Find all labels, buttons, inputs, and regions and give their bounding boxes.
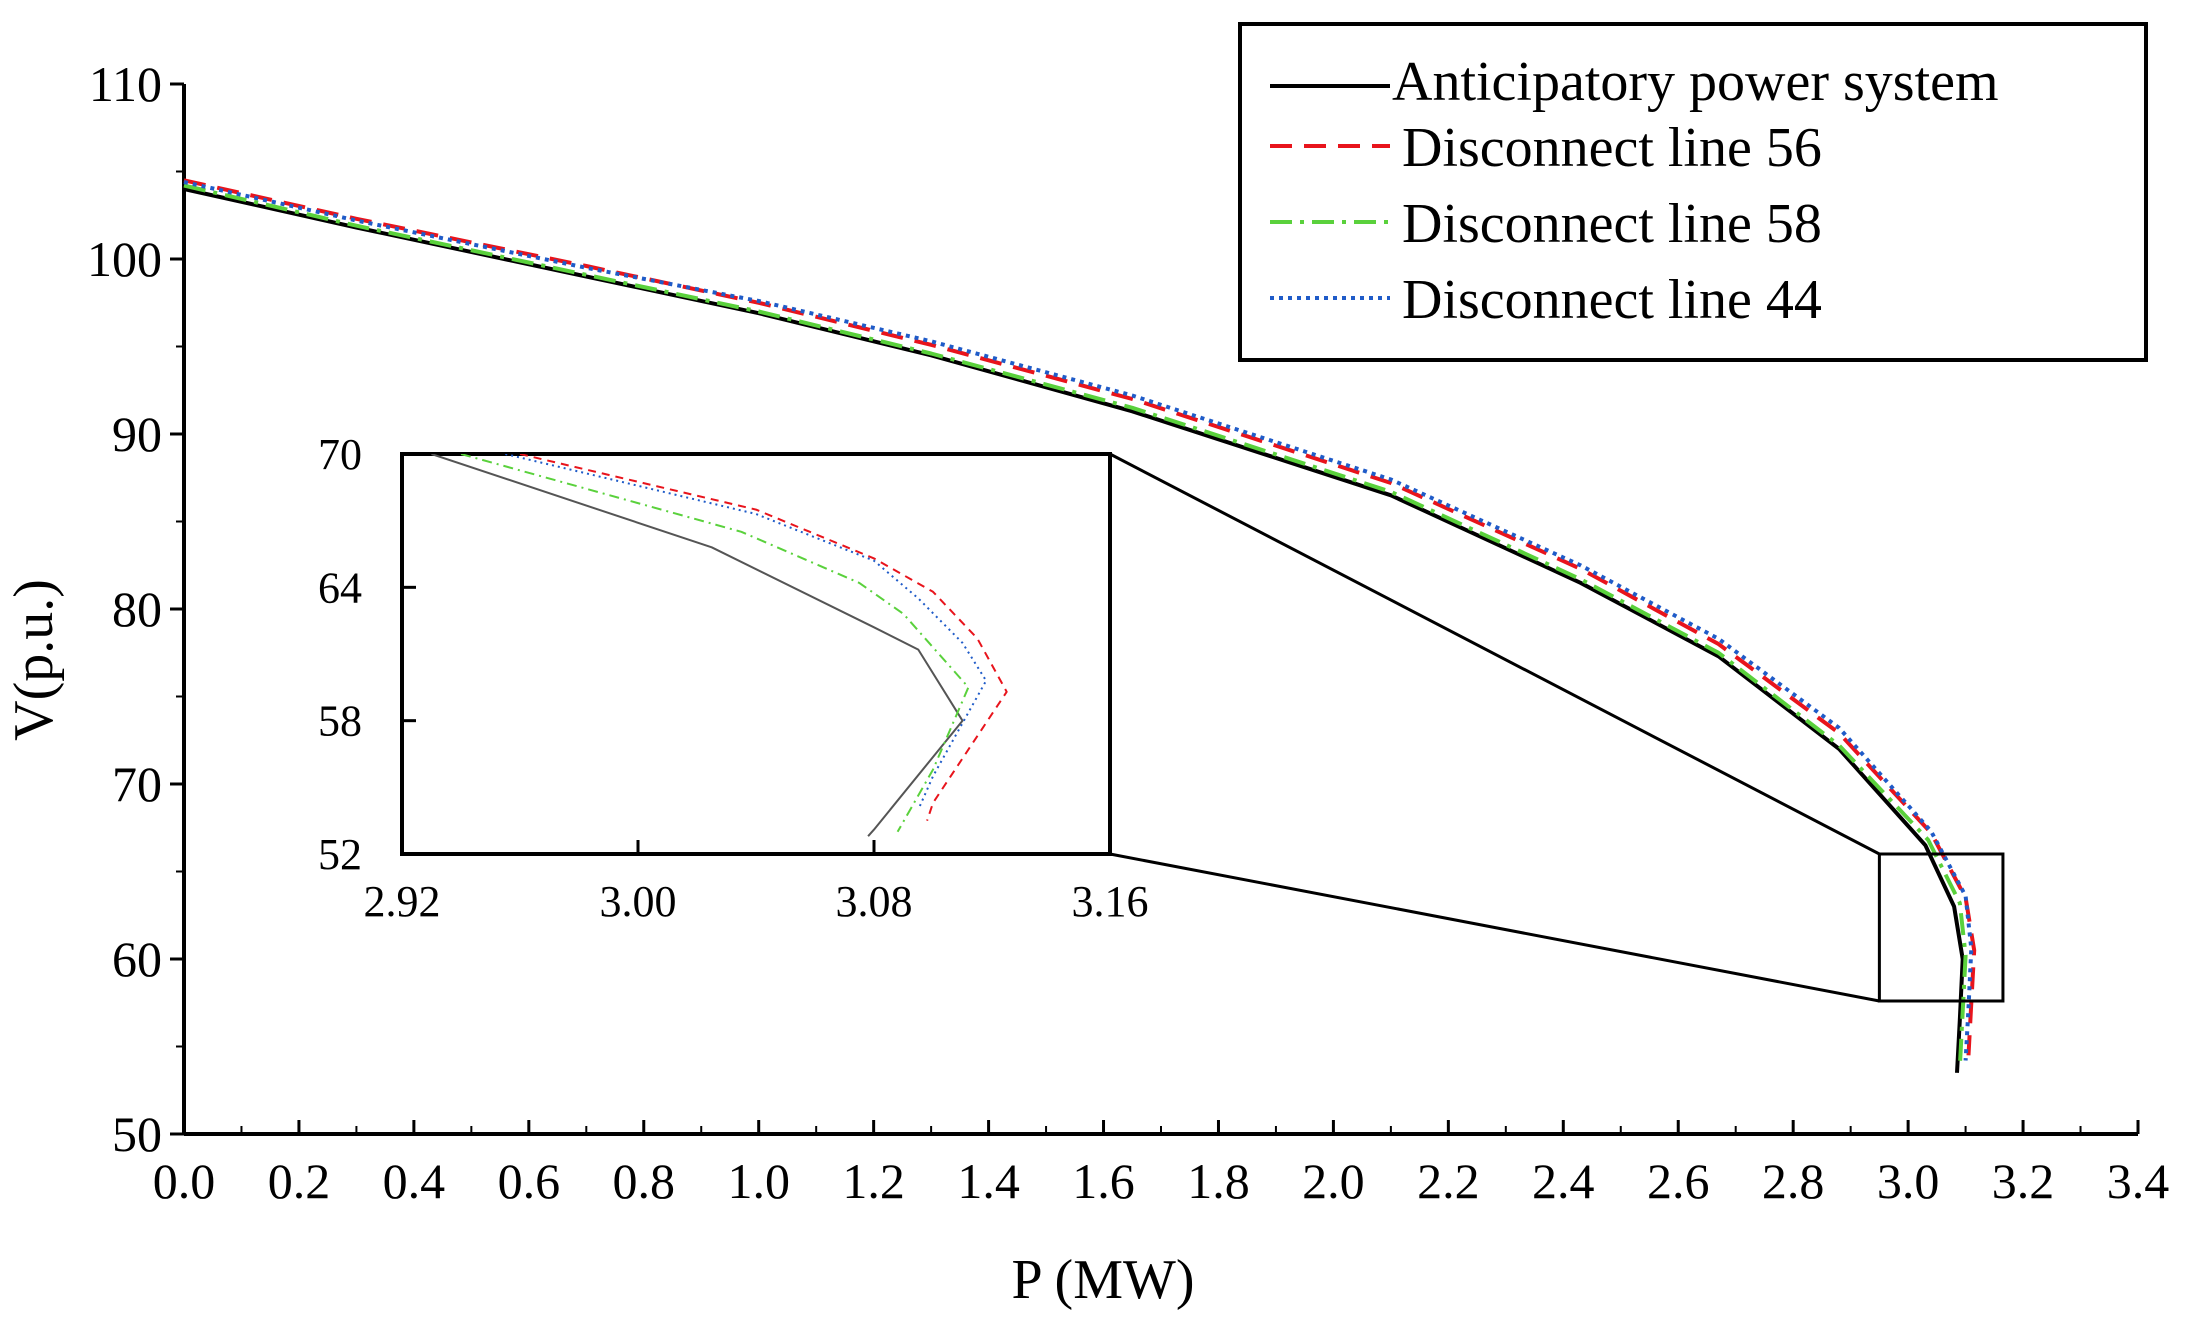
x-tick-label: 3.0 [1877, 1153, 1940, 1209]
zoom-connector-bottom [1109, 852, 1880, 1003]
x-tick-label: 1.0 [727, 1153, 790, 1209]
zoom-connector-group [1109, 452, 2005, 1003]
inset-x-tick-label: 3.16 [1072, 877, 1149, 926]
inset-plot-area: 2.92 3.00 3.08 3.16 52 58 64 70 [318, 430, 1149, 926]
y-tick-label: 110 [89, 56, 162, 112]
inset-series-group [431, 454, 1008, 837]
legend-label-line44: Disconnect line 44 [1402, 269, 1822, 331]
x-tick-label: 2.4 [1532, 1153, 1595, 1209]
x-tick-label: 0.6 [498, 1153, 561, 1209]
legend-label-line56: Disconnect line 56 [1402, 117, 1822, 179]
x-tick-label: 1.8 [1187, 1153, 1250, 1209]
x-tick-label: 3.2 [1992, 1153, 2055, 1209]
inset-y-tick-label: 52 [318, 830, 362, 879]
zoom-connector-top [1109, 452, 1881, 856]
inset-series-line-0 [431, 454, 964, 837]
inset-y-tick-label: 70 [318, 430, 362, 479]
x-tick-label: 1.4 [957, 1153, 1020, 1209]
x-tick-label: 1.6 [1072, 1153, 1135, 1209]
y-tick-label: 100 [87, 231, 162, 287]
y-tick-label: 70 [112, 756, 162, 812]
y-tick-label: 60 [112, 931, 162, 987]
x-tick-label: 3.4 [2107, 1153, 2170, 1209]
inset-y-tick-label: 64 [318, 563, 362, 612]
inset-series-line-1 [519, 454, 1008, 822]
y-tick-label: 80 [112, 581, 162, 637]
legend: Anticipatory power system Disconnect lin… [1238, 22, 2148, 362]
inset-series-line-2 [460, 454, 970, 833]
inset-frame [400, 452, 1112, 856]
legend-frame [1238, 22, 2148, 362]
x-tick-label: 1.2 [842, 1153, 905, 1209]
x-tick-label: 0.8 [613, 1153, 676, 1209]
x-axis-title: P (MW) [1011, 1249, 1194, 1311]
y-tick-label: 90 [112, 406, 162, 462]
y-axis-title: V(p.u.) [3, 579, 65, 741]
inset-x-tick-label: 2.92 [364, 877, 441, 926]
legend-label-anticipatory: Anticipatory power system [1392, 51, 1999, 113]
x-tick-label: 2.2 [1417, 1153, 1480, 1209]
x-tick-label: 2.8 [1762, 1153, 1825, 1209]
x-tick-label: 0.4 [383, 1153, 446, 1209]
x-tick-label: 0.2 [268, 1153, 331, 1209]
series-line-2 [183, 183, 1968, 1068]
inset-x-tick-label: 3.00 [600, 877, 677, 926]
inset-series-line-3 [505, 454, 988, 811]
inset-y-tick-label: 58 [318, 697, 362, 746]
x-tick-label: 0.0 [153, 1153, 216, 1209]
main-plot-area: 0.0 0.2 0.4 0.6 0.8 1.0 1.2 1.4 1.6 1.8 2.0 2.2 2.4 2… [87, 56, 2169, 1209]
series-line-3 [183, 180, 1974, 1061]
legend-label-line58: Disconnect line 58 [1402, 193, 1822, 255]
inset-x-tick-label: 3.08 [836, 877, 913, 926]
x-tick-label: 2.0 [1302, 1153, 1365, 1209]
y-tick-label: 50 [112, 1106, 162, 1162]
zoom-box [1877, 852, 2005, 1003]
x-tick-label: 2.6 [1647, 1153, 1710, 1209]
